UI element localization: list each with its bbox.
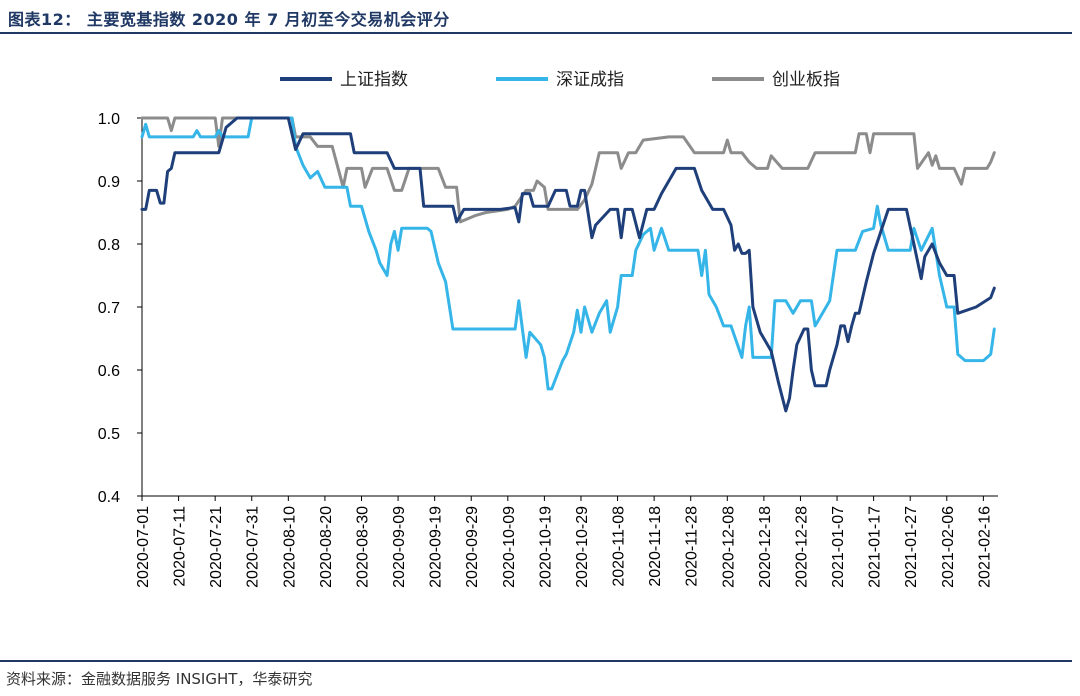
x-tick-label: 2020-07-01 [135,506,152,588]
source-note: 资料来源：金融数据服务 INSIGHT，华泰研究 [6,670,313,688]
x-tick-label: 2021-02-16 [976,506,993,588]
series-layer [140,116,996,413]
y-tick-label: 0.8 [98,237,120,254]
top-divider [0,32,1072,34]
x-tick-label: 2020-11-08 [611,506,628,587]
x-tick-label: 2020-08-10 [281,506,298,588]
y-tick-label: 0.6 [98,363,120,380]
bottom-divider [0,660,1072,662]
legend-label-1: 上证指数 [340,70,408,90]
legend: 上证指数 深证成指 创业板指 [280,70,840,90]
x-tick-label: 2020-09-09 [391,506,408,588]
x-tick-label: 2020-10-09 [501,506,518,588]
x-tick-label: 2020-09-29 [464,506,481,588]
x-tick-label: 2021-01-07 [830,506,847,588]
x-tick-label: 2021-01-27 [903,506,920,588]
axes: 1.0 0.9 0.8 0.7 0.6 0.5 0.4 2020-07-01 2020-07-1… [98,111,998,588]
series-line-1 [140,116,996,413]
x-tick-label: 2020-07-31 [245,506,262,588]
x-tick-label: 2020-10-29 [574,506,591,588]
y-tick-label: 0.5 [98,426,120,443]
x-tick-label: 2020-07-21 [208,506,225,588]
chart-title: 图表12： 主要宽基指数 2020 年 7 月初至今交易机会评分 [8,10,450,29]
series-line-2 [140,116,996,391]
legend-label-3: 创业板指 [772,70,840,90]
x-tick-label: 2020-09-19 [428,506,445,588]
x-tick-label: 2020-10-19 [537,506,554,588]
y-tick-label: 0.4 [98,489,120,506]
x-tick-label: 2021-02-06 [940,506,957,588]
legend-label-2: 深证成指 [556,70,624,90]
x-tick-label: 2020-11-28 [684,506,701,587]
y-tick-label: 0.9 [98,174,120,191]
x-tick-label: 2020-08-20 [318,506,335,588]
series-line-3 [140,116,996,224]
x-tick-label: 2020-12-08 [720,506,737,588]
y-tick-label: 1.0 [98,111,120,128]
x-tick-label: 2020-08-30 [354,506,371,588]
y-tick-label: 0.7 [98,300,120,317]
x-tick-label: 2020-12-28 [793,506,810,588]
x-tick-label: 2020-07-11 [172,506,189,587]
x-tick-label: 2020-11-18 [647,506,664,587]
x-tick-label: 2020-12-18 [757,506,774,588]
x-tick-label: 2021-01-17 [867,506,884,588]
